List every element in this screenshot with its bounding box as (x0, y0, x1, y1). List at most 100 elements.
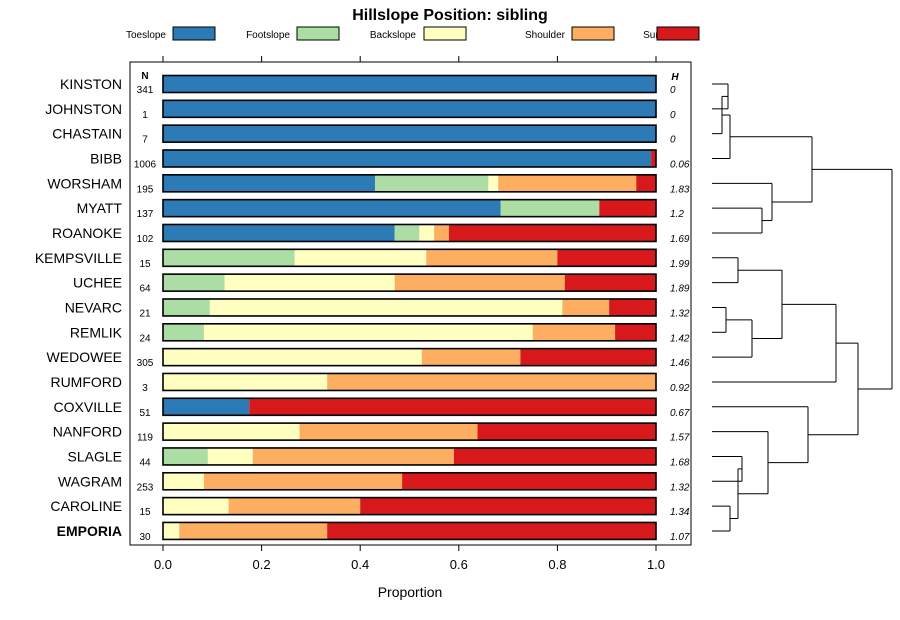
bar-segment-rumford-backslope (163, 373, 328, 391)
bar-segment-johnston-toeslope (163, 100, 656, 118)
n-value-wagram: 253 (137, 482, 154, 493)
legend-swatch-toeslope (172, 26, 216, 41)
bar-segment-worsham-summit (636, 174, 656, 192)
bar-segment-nanford-summit (477, 423, 656, 441)
bar-outline-wedowee (162, 347, 657, 367)
bar-segment-bibb-toeslope (163, 149, 652, 167)
bar-segment-wagram-summit (402, 472, 656, 490)
n-column-header: N (141, 71, 148, 82)
row-label-wagram: WAGRAM (58, 473, 122, 489)
bar-outline-roanoke (162, 223, 657, 243)
bar-segment-uchee-summit (564, 274, 656, 292)
row-label-nevarc: NEVARC (65, 299, 122, 315)
n-value-caroline: 15 (139, 507, 151, 518)
h-value-emporia: 1.07 (670, 532, 690, 543)
bar-segment-nevarc-backslope (209, 298, 563, 316)
bar-segment-coxville-summit (249, 398, 656, 416)
row-label-wedowee: WEDOWEE (47, 349, 122, 365)
h-value-wedowee: 1.46 (670, 358, 690, 369)
bar-segment-remlik-shoulder (532, 323, 616, 341)
bar-segment-rumford-shoulder (327, 373, 656, 391)
bar-outline-wagram (162, 471, 657, 491)
bar-outline-slagle (162, 447, 657, 466)
bar-segment-wedowee-summit (520, 348, 656, 366)
bar-outline-bibb (162, 149, 657, 168)
h-value-chastain: 0 (670, 135, 676, 146)
bar-segment-roanoke-footslope (394, 224, 420, 242)
row-label-nanford: NANFORD (53, 424, 122, 440)
bar-outline-uchee (162, 273, 657, 292)
bar-outline-kinston (162, 74, 657, 94)
n-value-wedowee: 305 (137, 358, 154, 369)
row-label-johnston: JOHNSTON (45, 101, 122, 117)
legend-label-footslope: Footslope (246, 30, 290, 41)
legend-label-toeslope: Toeslope (126, 30, 166, 41)
bar-segment-wagram-shoulder (203, 472, 403, 490)
x-tick-label-5: 1.0 (647, 557, 665, 572)
x-tick-label-4: 0.8 (548, 557, 566, 572)
n-value-chastain: 7 (142, 135, 148, 146)
legend-label-shoulder: Shoulder (525, 30, 566, 41)
plot-frame (129, 61, 692, 546)
bar-outline-remlik (162, 322, 657, 342)
h-value-roanoke: 1.69 (670, 234, 690, 245)
n-value-worsham: 195 (137, 184, 154, 195)
dendrogram (712, 83, 893, 532)
bar-segment-wedowee-shoulder (421, 348, 521, 366)
bar-segment-wagram-backslope (163, 472, 204, 490)
h-value-slagle: 1.68 (670, 457, 690, 468)
bar-outline-coxville (162, 397, 657, 417)
h-value-nevarc: 1.32 (670, 308, 690, 319)
legend-swatch-shoulder (571, 26, 615, 41)
h-value-bibb: 0.06 (670, 159, 690, 170)
bar-segment-remlik-backslope (203, 323, 533, 341)
bar-segment-nanford-shoulder (299, 423, 478, 441)
bar-segment-kempsville-backslope (294, 249, 427, 267)
x-tick-label-3: 0.6 (450, 557, 468, 572)
h-value-uchee: 1.89 (670, 284, 690, 295)
n-value-emporia: 30 (139, 532, 151, 543)
n-value-johnston: 1 (142, 110, 148, 121)
bar-segment-emporia-summit (327, 522, 656, 540)
bar-segment-caroline-shoulder (228, 497, 361, 515)
n-value-kempsville: 15 (139, 259, 151, 270)
row-label-coxville: COXVILLE (54, 399, 122, 415)
bar-segment-worsham-footslope (374, 174, 489, 192)
row-label-slagle: SLAGLE (68, 448, 122, 464)
bar-segment-kempsville-shoulder (426, 249, 558, 267)
bar-outline-myatt (162, 198, 657, 218)
x-tick-label-1: 0.2 (253, 557, 271, 572)
h-value-kempsville: 1.99 (670, 259, 690, 270)
h-value-nanford: 1.57 (670, 433, 690, 444)
bar-outline-nanford (162, 422, 657, 441)
h-value-worsham: 1.83 (670, 184, 690, 195)
bar-segment-slagle-backslope (207, 447, 253, 465)
row-label-rumford: RUMFORD (50, 374, 122, 390)
bar-segment-roanoke-toeslope (163, 224, 395, 242)
bar-segment-kempsville-summit (557, 249, 656, 267)
bar-segment-nevarc-shoulder (562, 298, 610, 316)
legend: ToeslopeFootslopeBackslopeShoulderSummit (126, 26, 700, 41)
bar-segment-roanoke-backslope (419, 224, 435, 242)
row-label-kinston: KINSTON (60, 76, 122, 92)
n-value-bibb: 1006 (134, 159, 157, 170)
legend-swatch-footslope (296, 26, 340, 41)
bar-segment-worsham-shoulder (498, 174, 637, 192)
bar-segment-emporia-backslope (163, 522, 180, 540)
bar-segment-uchee-backslope (224, 274, 395, 292)
bar-segment-uchee-footslope (163, 274, 225, 292)
h-value-remlik: 1.42 (670, 333, 690, 344)
bar-segment-uchee-shoulder (394, 274, 565, 292)
bar-segment-emporia-shoulder (179, 522, 328, 540)
bar-outline-worsham (162, 174, 657, 193)
bar-segment-nevarc-footslope (163, 298, 210, 316)
row-label-uchee: UCHEE (73, 275, 122, 291)
bar-segment-myatt-summit (599, 199, 656, 217)
bar-outline-emporia (162, 521, 657, 541)
legend-label-backslope: Backslope (370, 30, 417, 41)
bar-segment-bibb-summit (651, 149, 656, 167)
n-value-slagle: 44 (139, 457, 151, 468)
h-value-rumford: 0.92 (670, 383, 690, 394)
row-label-remlik: REMLIK (70, 324, 123, 340)
n-value-coxville: 51 (139, 408, 151, 419)
